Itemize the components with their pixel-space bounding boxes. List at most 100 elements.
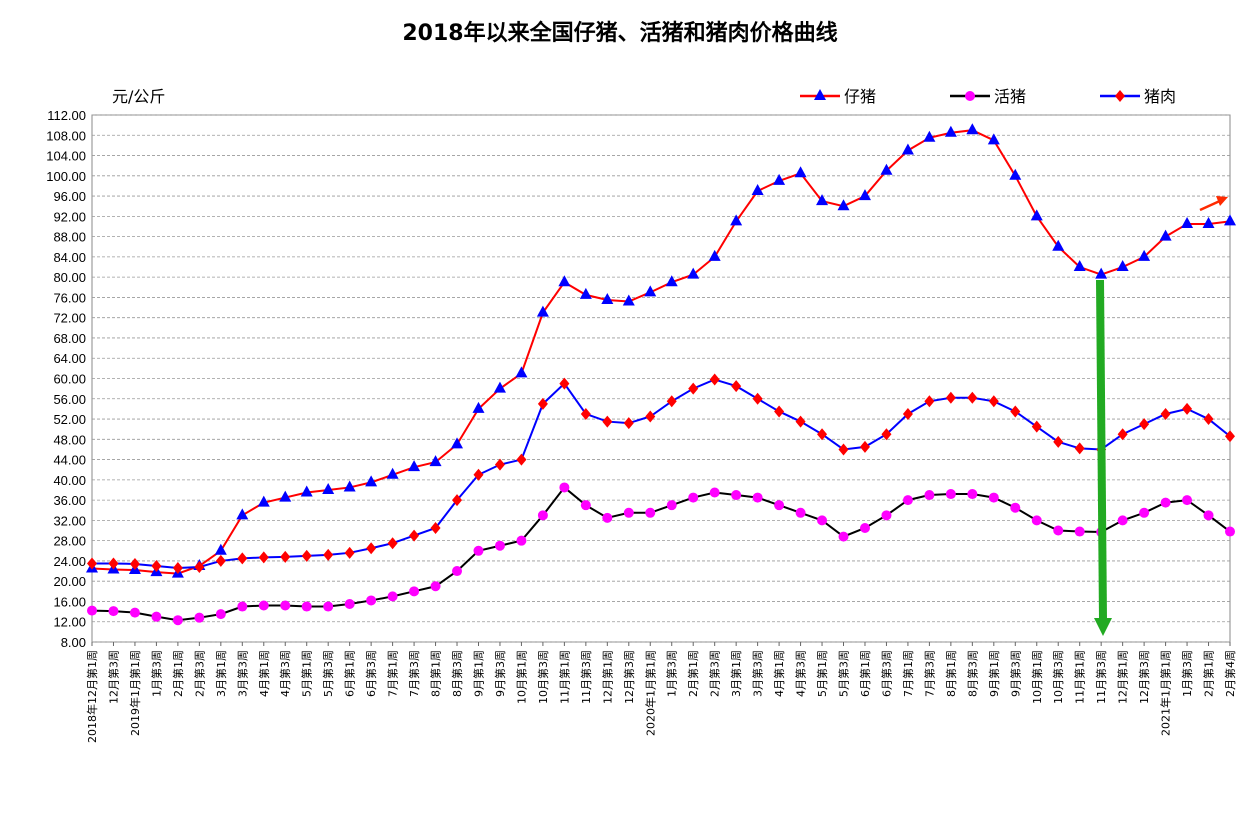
point <box>258 600 269 611</box>
point <box>1203 510 1214 521</box>
x-tick-label: 1月第3周 <box>665 650 679 697</box>
y-tick-label: 104.00 <box>46 149 86 164</box>
point <box>880 163 893 175</box>
point <box>257 495 270 507</box>
point <box>279 490 292 502</box>
x-tick-label: 2月第1周 <box>1202 650 1216 697</box>
y-tick-label: 52.00 <box>53 412 86 427</box>
point <box>688 492 699 503</box>
point <box>451 437 464 449</box>
point <box>816 194 829 206</box>
x-tick-label: 4月第3周 <box>794 650 808 697</box>
y-tick-label: 76.00 <box>53 290 86 305</box>
x-tick-label: 6月第1周 <box>858 650 872 697</box>
point <box>280 550 291 563</box>
point <box>386 467 399 479</box>
x-tick-label: 10月第1周 <box>514 650 528 704</box>
x-tick-label: 8月第1周 <box>429 650 443 697</box>
x-tick-label: 9月第3周 <box>1008 650 1022 697</box>
point <box>214 543 227 555</box>
x-tick-label: 8月第3周 <box>450 650 464 697</box>
point <box>194 612 205 623</box>
point <box>666 395 677 408</box>
point <box>172 615 183 626</box>
annotation-arrow-head <box>1216 196 1228 206</box>
point <box>344 546 355 559</box>
point <box>452 566 463 577</box>
x-tick-label: 4月第3周 <box>278 650 292 697</box>
point <box>537 510 548 521</box>
x-tick-label: 9月第1周 <box>471 650 485 697</box>
point <box>1053 525 1064 536</box>
point <box>1009 168 1022 180</box>
point <box>87 605 97 616</box>
point <box>1031 420 1042 433</box>
point <box>151 611 162 622</box>
x-tick-label: 3月第1周 <box>729 650 743 697</box>
point <box>622 294 635 306</box>
point <box>814 89 826 100</box>
point <box>237 552 248 565</box>
point <box>966 123 979 135</box>
point <box>902 495 913 506</box>
y-tick-label: 92.00 <box>53 209 86 224</box>
x-tick-label: 12月第3周 <box>106 650 120 704</box>
y-tick-label: 16.00 <box>53 594 86 609</box>
point <box>515 366 528 378</box>
point <box>1115 90 1125 102</box>
point <box>794 166 807 178</box>
y-tick-label: 36.00 <box>53 493 86 508</box>
point <box>408 460 421 472</box>
point <box>1117 515 1128 526</box>
point <box>1182 495 1193 506</box>
point <box>1010 405 1021 418</box>
x-tick-label: 12月第3周 <box>622 650 636 704</box>
point <box>365 475 378 487</box>
annotation-arrow-head <box>1094 618 1112 636</box>
x-tick-label: 8月第1周 <box>944 650 958 697</box>
x-tick-label: 2月第1周 <box>686 650 700 697</box>
point <box>409 586 420 597</box>
point <box>751 184 764 196</box>
point <box>1139 418 1150 431</box>
point <box>817 515 828 526</box>
x-tick-label: 5月第3周 <box>321 650 335 697</box>
x-tick-label: 3月第3周 <box>235 650 249 697</box>
point <box>323 548 334 561</box>
point <box>708 249 721 261</box>
x-tick-label: 2021年1月第1周 <box>1159 650 1173 736</box>
point <box>623 507 634 518</box>
point <box>1116 260 1129 272</box>
x-tick-label: 4月第1周 <box>772 650 786 697</box>
x-tick-label: 2月第4周 <box>1223 650 1237 697</box>
point <box>258 551 269 564</box>
point <box>988 395 999 408</box>
point <box>344 598 355 609</box>
x-tick-label: 1月第3周 <box>1180 650 1194 697</box>
point <box>1138 249 1151 261</box>
x-tick-label: 1月第3周 <box>149 650 163 697</box>
point <box>1117 428 1128 441</box>
point <box>558 275 571 287</box>
point <box>559 377 570 390</box>
point <box>301 601 312 612</box>
point <box>516 535 527 546</box>
x-tick-label: 11月第3周 <box>1094 650 1108 704</box>
point <box>494 540 505 551</box>
x-tick-label: 12月第1周 <box>600 650 614 704</box>
point <box>280 600 291 611</box>
x-tick-label: 11月第3周 <box>579 650 593 704</box>
y-tick-label: 72.00 <box>53 311 86 326</box>
point <box>387 537 398 550</box>
x-tick-label: 2018年12月第1周 <box>85 650 99 743</box>
point <box>602 512 613 523</box>
point <box>1073 260 1086 272</box>
point <box>817 428 828 441</box>
x-tick-label: 6月第3周 <box>879 650 893 697</box>
point <box>752 392 763 405</box>
x-tick-label: 5月第1周 <box>815 650 829 697</box>
y-tick-label: 56.00 <box>53 392 86 407</box>
point <box>1095 267 1108 279</box>
y-tick-label: 12.00 <box>53 615 86 630</box>
